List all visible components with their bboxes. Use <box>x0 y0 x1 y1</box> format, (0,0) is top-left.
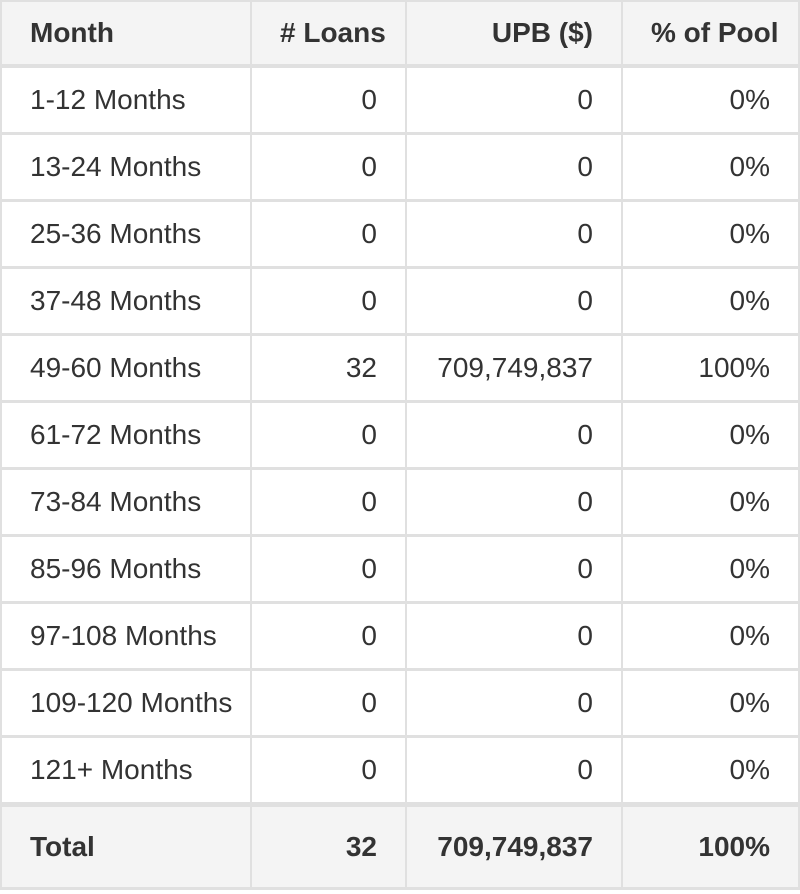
cell-pct: 0% <box>621 735 800 806</box>
cell-month: 13-24 Months <box>0 132 252 202</box>
cell-upb: 0 <box>405 65 623 135</box>
cell-month: 61-72 Months <box>0 400 252 470</box>
cell-loans: 0 <box>250 601 407 671</box>
table-row: 37-48 Months 0 0 0% <box>0 266 800 336</box>
cell-loans: 32 <box>250 333 407 403</box>
cell-loans: 0 <box>250 735 407 806</box>
cell-month: 121+ Months <box>0 735 252 806</box>
cell-upb: 0 <box>405 735 623 806</box>
table-row: 1-12 Months 0 0 0% <box>0 65 800 135</box>
cell-loans: 0 <box>250 132 407 202</box>
cell-pct: 0% <box>621 199 800 269</box>
cell-upb: 0 <box>405 199 623 269</box>
cell-pct: 0% <box>621 65 800 135</box>
cell-upb: 0 <box>405 467 623 537</box>
total-label: Total <box>0 802 252 890</box>
cell-month: 85-96 Months <box>0 534 252 604</box>
cell-month: 109-120 Months <box>0 668 252 738</box>
cell-pct: 0% <box>621 534 800 604</box>
cell-month: 97-108 Months <box>0 601 252 671</box>
table-row: 121+ Months 0 0 0% <box>0 735 800 806</box>
cell-upb: 0 <box>405 601 623 671</box>
cell-loans: 0 <box>250 467 407 537</box>
table-row: 25-36 Months 0 0 0% <box>0 199 800 269</box>
cell-pct: 0% <box>621 668 800 738</box>
table-row: 73-84 Months 0 0 0% <box>0 467 800 537</box>
cell-loans: 0 <box>250 65 407 135</box>
cell-upb: 0 <box>405 132 623 202</box>
column-header-loans: # Loans <box>250 0 407 68</box>
table-row: 13-24 Months 0 0 0% <box>0 132 800 202</box>
cell-month: 73-84 Months <box>0 467 252 537</box>
cell-loans: 0 <box>250 199 407 269</box>
total-pct: 100% <box>621 802 800 890</box>
header-row: Month # Loans UPB ($) % of Pool <box>0 0 800 68</box>
cell-pct: 100% <box>621 333 800 403</box>
total-upb: 709,749,837 <box>405 802 623 890</box>
cell-upb: 0 <box>405 400 623 470</box>
cell-upb: 0 <box>405 668 623 738</box>
cell-pct: 0% <box>621 400 800 470</box>
column-header-upb: UPB ($) <box>405 0 623 68</box>
cell-pct: 0% <box>621 467 800 537</box>
cell-loans: 0 <box>250 668 407 738</box>
table-row: 109-120 Months 0 0 0% <box>0 668 800 738</box>
cell-pct: 0% <box>621 266 800 336</box>
cell-pct: 0% <box>621 132 800 202</box>
cell-loans: 0 <box>250 534 407 604</box>
table-row: 49-60 Months 32 709,749,837 100% <box>0 333 800 403</box>
cell-loans: 0 <box>250 266 407 336</box>
cell-month: 25-36 Months <box>0 199 252 269</box>
total-loans: 32 <box>250 802 407 890</box>
column-header-month: Month <box>0 0 252 68</box>
cell-upb: 0 <box>405 534 623 604</box>
table-row: 97-108 Months 0 0 0% <box>0 601 800 671</box>
table-row: 61-72 Months 0 0 0% <box>0 400 800 470</box>
cell-pct: 0% <box>621 601 800 671</box>
table-row: 85-96 Months 0 0 0% <box>0 534 800 604</box>
cell-month: 49-60 Months <box>0 333 252 403</box>
cell-month: 37-48 Months <box>0 266 252 336</box>
total-row: Total 32 709,749,837 100% <box>0 802 800 890</box>
cell-upb: 0 <box>405 266 623 336</box>
column-header-pct: % of Pool <box>621 0 800 68</box>
cell-month: 1-12 Months <box>0 65 252 135</box>
cell-upb: 709,749,837 <box>405 333 623 403</box>
cell-loans: 0 <box>250 400 407 470</box>
